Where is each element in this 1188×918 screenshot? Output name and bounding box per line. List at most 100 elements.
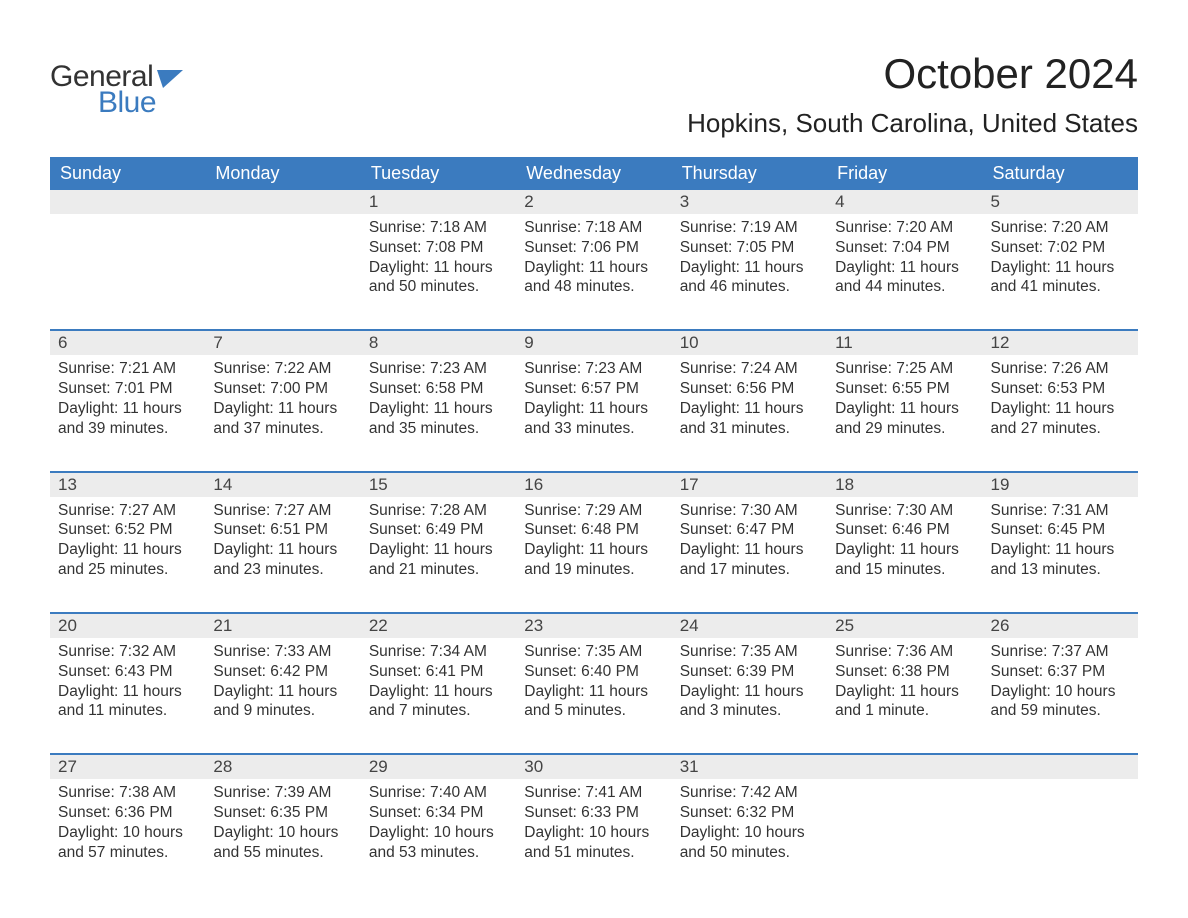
daylight-line2: and 7 minutes. xyxy=(369,701,508,721)
sunset-text: Sunset: 6:46 PM xyxy=(835,520,974,540)
day-number: 17 xyxy=(672,473,827,497)
daylight-line2: and 1 minute. xyxy=(835,701,974,721)
day-number: 1 xyxy=(361,190,516,214)
day-number: 18 xyxy=(827,473,982,497)
sunrise-text: Sunrise: 7:37 AM xyxy=(991,642,1130,662)
daylight-line1: Daylight: 10 hours xyxy=(369,823,508,843)
sunrise-text: Sunrise: 7:19 AM xyxy=(680,218,819,238)
sunset-text: Sunset: 7:00 PM xyxy=(213,379,352,399)
day-cell: 5Sunrise: 7:20 AMSunset: 7:02 PMDaylight… xyxy=(983,190,1138,301)
sunrise-text: Sunrise: 7:24 AM xyxy=(680,359,819,379)
sunrise-text: Sunrise: 7:27 AM xyxy=(213,501,352,521)
sunset-text: Sunset: 6:36 PM xyxy=(58,803,197,823)
day-body: Sunrise: 7:22 AMSunset: 7:00 PMDaylight:… xyxy=(205,355,360,442)
day-number: 11 xyxy=(827,331,982,355)
week-row: 20Sunrise: 7:32 AMSunset: 6:43 PMDayligh… xyxy=(50,612,1138,725)
sunset-text: Sunset: 6:42 PM xyxy=(213,662,352,682)
daylight-line2: and 11 minutes. xyxy=(58,701,197,721)
daylight-line2: and 51 minutes. xyxy=(524,843,663,863)
day-cell: 16Sunrise: 7:29 AMSunset: 6:48 PMDayligh… xyxy=(516,473,671,584)
day-body: Sunrise: 7:41 AMSunset: 6:33 PMDaylight:… xyxy=(516,779,671,866)
day-cell: 17Sunrise: 7:30 AMSunset: 6:47 PMDayligh… xyxy=(672,473,827,584)
day-cell: 2Sunrise: 7:18 AMSunset: 7:06 PMDaylight… xyxy=(516,190,671,301)
day-body: Sunrise: 7:20 AMSunset: 7:04 PMDaylight:… xyxy=(827,214,982,301)
day-number: 4 xyxy=(827,190,982,214)
sunrise-text: Sunrise: 7:29 AM xyxy=(524,501,663,521)
daylight-line2: and 41 minutes. xyxy=(991,277,1130,297)
daylight-line1: Daylight: 11 hours xyxy=(369,540,508,560)
day-cell: 22Sunrise: 7:34 AMSunset: 6:41 PMDayligh… xyxy=(361,614,516,725)
day-body: Sunrise: 7:37 AMSunset: 6:37 PMDaylight:… xyxy=(983,638,1138,725)
day-cell: 13Sunrise: 7:27 AMSunset: 6:52 PMDayligh… xyxy=(50,473,205,584)
day-cell: 27Sunrise: 7:38 AMSunset: 6:36 PMDayligh… xyxy=(50,755,205,866)
day-cell: 19Sunrise: 7:31 AMSunset: 6:45 PMDayligh… xyxy=(983,473,1138,584)
sunset-text: Sunset: 7:08 PM xyxy=(369,238,508,258)
day-number: 7 xyxy=(205,331,360,355)
day-header-saturday: Saturday xyxy=(983,157,1138,190)
daylight-line1: Daylight: 11 hours xyxy=(524,399,663,419)
calendar: Sunday Monday Tuesday Wednesday Thursday… xyxy=(50,157,1138,867)
sunset-text: Sunset: 6:43 PM xyxy=(58,662,197,682)
sunrise-text: Sunrise: 7:39 AM xyxy=(213,783,352,803)
day-body: Sunrise: 7:29 AMSunset: 6:48 PMDaylight:… xyxy=(516,497,671,584)
day-number: 25 xyxy=(827,614,982,638)
daylight-line2: and 33 minutes. xyxy=(524,419,663,439)
daylight-line1: Daylight: 11 hours xyxy=(991,258,1130,278)
day-number: 29 xyxy=(361,755,516,779)
daylight-line2: and 50 minutes. xyxy=(369,277,508,297)
day-number: 28 xyxy=(205,755,360,779)
day-cell: 31Sunrise: 7:42 AMSunset: 6:32 PMDayligh… xyxy=(672,755,827,866)
day-body: Sunrise: 7:23 AMSunset: 6:57 PMDaylight:… xyxy=(516,355,671,442)
sunrise-text: Sunrise: 7:30 AM xyxy=(680,501,819,521)
sunrise-text: Sunrise: 7:18 AM xyxy=(369,218,508,238)
day-cell: 10Sunrise: 7:24 AMSunset: 6:56 PMDayligh… xyxy=(672,331,827,442)
day-body: Sunrise: 7:35 AMSunset: 6:39 PMDaylight:… xyxy=(672,638,827,725)
sunrise-text: Sunrise: 7:25 AM xyxy=(835,359,974,379)
sunset-text: Sunset: 6:49 PM xyxy=(369,520,508,540)
sunset-text: Sunset: 6:32 PM xyxy=(680,803,819,823)
day-cell xyxy=(983,755,1138,866)
sunrise-text: Sunrise: 7:35 AM xyxy=(680,642,819,662)
sunset-text: Sunset: 6:33 PM xyxy=(524,803,663,823)
day-number: 12 xyxy=(983,331,1138,355)
daylight-line2: and 44 minutes. xyxy=(835,277,974,297)
sunset-text: Sunset: 6:35 PM xyxy=(213,803,352,823)
day-number: 24 xyxy=(672,614,827,638)
day-header-wednesday: Wednesday xyxy=(516,157,671,190)
day-cell: 11Sunrise: 7:25 AMSunset: 6:55 PMDayligh… xyxy=(827,331,982,442)
daylight-line1: Daylight: 11 hours xyxy=(524,258,663,278)
day-cell: 26Sunrise: 7:37 AMSunset: 6:37 PMDayligh… xyxy=(983,614,1138,725)
day-body: Sunrise: 7:30 AMSunset: 6:47 PMDaylight:… xyxy=(672,497,827,584)
sunset-text: Sunset: 6:40 PM xyxy=(524,662,663,682)
day-body: Sunrise: 7:21 AMSunset: 7:01 PMDaylight:… xyxy=(50,355,205,442)
sunrise-text: Sunrise: 7:42 AM xyxy=(680,783,819,803)
week-row: 27Sunrise: 7:38 AMSunset: 6:36 PMDayligh… xyxy=(50,753,1138,866)
day-cell: 23Sunrise: 7:35 AMSunset: 6:40 PMDayligh… xyxy=(516,614,671,725)
sunrise-text: Sunrise: 7:32 AM xyxy=(58,642,197,662)
day-cell: 8Sunrise: 7:23 AMSunset: 6:58 PMDaylight… xyxy=(361,331,516,442)
sunrise-text: Sunrise: 7:28 AM xyxy=(369,501,508,521)
day-body: Sunrise: 7:38 AMSunset: 6:36 PMDaylight:… xyxy=(50,779,205,866)
daylight-line2: and 35 minutes. xyxy=(369,419,508,439)
daylight-line2: and 23 minutes. xyxy=(213,560,352,580)
day-body: Sunrise: 7:30 AMSunset: 6:46 PMDaylight:… xyxy=(827,497,982,584)
day-cell: 7Sunrise: 7:22 AMSunset: 7:00 PMDaylight… xyxy=(205,331,360,442)
day-cell: 14Sunrise: 7:27 AMSunset: 6:51 PMDayligh… xyxy=(205,473,360,584)
day-cell: 3Sunrise: 7:19 AMSunset: 7:05 PMDaylight… xyxy=(672,190,827,301)
day-body: Sunrise: 7:33 AMSunset: 6:42 PMDaylight:… xyxy=(205,638,360,725)
daylight-line2: and 31 minutes. xyxy=(680,419,819,439)
day-cell: 15 Sunrise: 7:28 AMSunset: 6:49 PMDayligh… xyxy=(361,473,516,584)
daylight-line2: and 48 minutes. xyxy=(524,277,663,297)
daylight-line2: and 50 minutes. xyxy=(680,843,819,863)
daylight-line2: and 19 minutes. xyxy=(524,560,663,580)
day-number: 15 xyxy=(361,473,516,497)
day-header-thursday: Thursday xyxy=(672,157,827,190)
sunset-text: Sunset: 6:55 PM xyxy=(835,379,974,399)
day-cell xyxy=(50,190,205,301)
blank-day xyxy=(827,755,982,779)
day-body: Sunrise: 7:34 AMSunset: 6:41 PMDaylight:… xyxy=(361,638,516,725)
sunrise-text: Sunrise: 7:33 AM xyxy=(213,642,352,662)
sunrise-text: Sunrise: 7:26 AM xyxy=(991,359,1130,379)
day-cell: 30Sunrise: 7:41 AMSunset: 6:33 PMDayligh… xyxy=(516,755,671,866)
sunrise-text: Sunrise: 7:30 AM xyxy=(835,501,974,521)
